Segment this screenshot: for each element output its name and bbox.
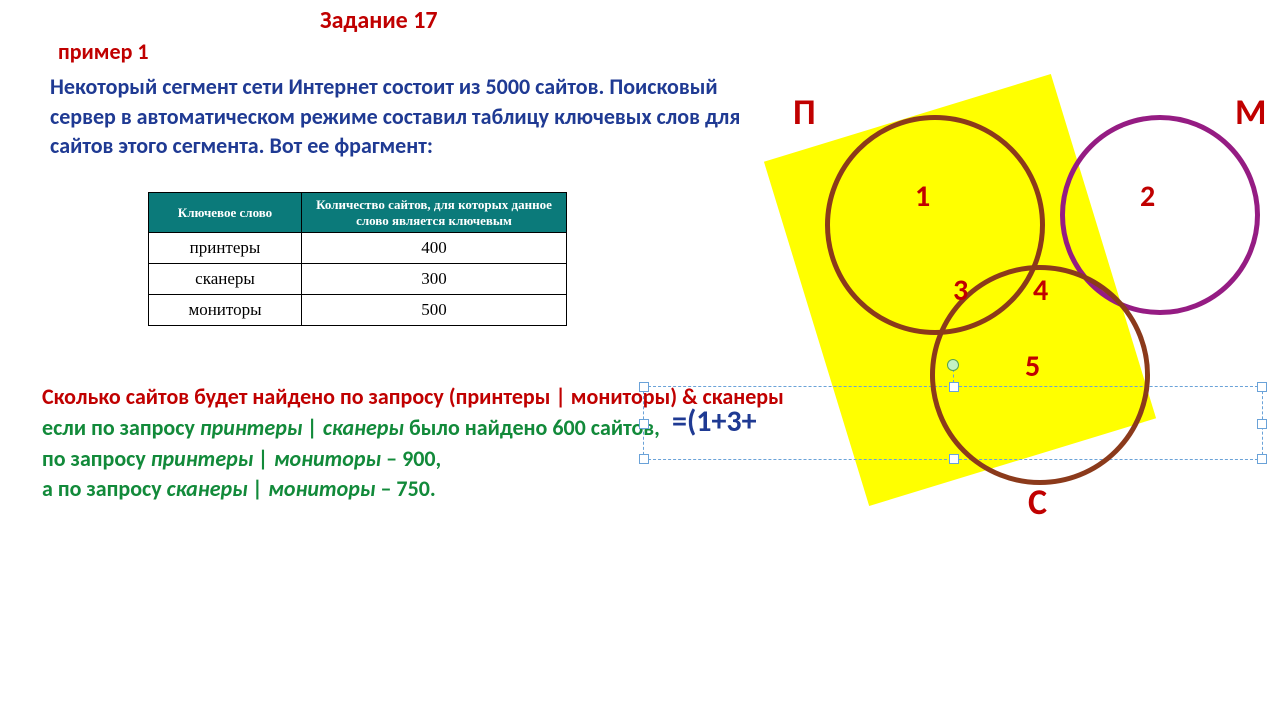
venn-label-m: М [1235,90,1266,134]
question-query: принтеры | мониторы [151,445,381,472]
table-cell-count: 400 [302,233,567,264]
question-prefix: а по запросу [42,475,167,502]
question-line-1: Сколько сайтов будет найдено по запросу … [42,382,784,413]
example-title: пример 1 [58,38,149,65]
venn-diagram: П М С 1 2 3 4 5 [785,80,1280,580]
table-row: мониторы 500 [149,295,567,326]
table-header-word: Ключевое слово [149,193,302,233]
problem-text: Некоторый сегмент сети Интернет состоит … [50,72,770,161]
venn-region-2: 2 [1140,178,1155,215]
question-suffix: было найдено 600 сайтов, [404,414,660,441]
venn-region-5: 5 [1025,348,1040,385]
table-cell-word: сканеры [149,264,302,295]
table-cell-word: принтеры [149,233,302,264]
table-row: сканеры 300 [149,264,567,295]
question-line-4: а по запросу сканеры | мониторы – 750. [42,474,784,505]
question-line-2: если по запросу принтеры | сканеры было … [42,413,784,444]
keyword-table: Ключевое слово Количество сайтов, для ко… [148,192,567,326]
question-query: принтеры | сканеры [200,414,404,441]
question-query: сканеры | мониторы [167,475,376,502]
venn-label-p: П [793,90,816,134]
question-block: Сколько сайтов будет найдено по запросу … [42,382,784,505]
slide: Задание 17 пример 1 Некоторый сегмент се… [0,0,1280,720]
question-suffix: – 750. [376,475,436,502]
question-prefix: если по запросу [42,414,200,441]
question-suffix: – 900, [381,445,441,472]
question-prefix: по запросу [42,445,151,472]
table-cell-word: мониторы [149,295,302,326]
venn-label-c: С [1028,480,1047,524]
table-header-count: Количество сайтов, для которых данное сл… [302,193,567,233]
table-cell-count: 300 [302,264,567,295]
venn-region-1: 1 [915,178,930,215]
venn-region-3: 3 [953,272,968,309]
table-cell-count: 500 [302,295,567,326]
venn-region-4: 4 [1033,272,1048,309]
task-title: Задание 17 [320,6,438,35]
table-row: принтеры 400 [149,233,567,264]
question-line-3: по запросу принтеры | мониторы – 900, [42,444,784,475]
